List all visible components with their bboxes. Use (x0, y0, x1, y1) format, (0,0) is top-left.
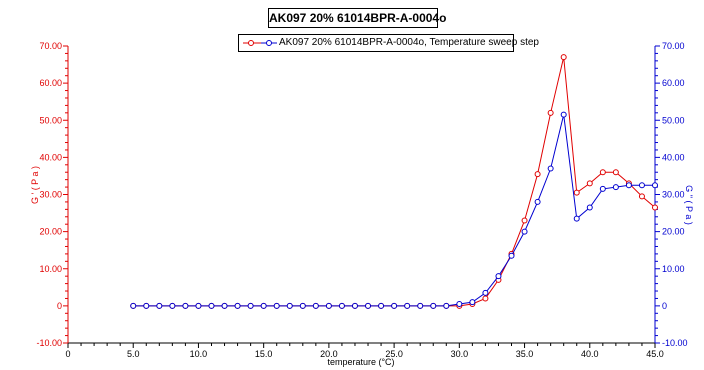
data-point (325, 302, 332, 309)
data-point (508, 252, 515, 259)
data-point (130, 302, 137, 309)
data-point (469, 299, 476, 306)
y-right-tick-label: 30.00 (662, 190, 685, 200)
x-ticks: 0 5.0 10.0 15.0 20.0 25.0 30.0 35.0 40.0 45.0 (65, 343, 664, 359)
data-point (599, 185, 606, 192)
data-point (534, 171, 541, 178)
series-g-prime (130, 54, 658, 309)
data-point (338, 302, 345, 309)
y-ticks-left: -10.00 0 10.00 20.00 30.00 40.00 50.00 60.00 70.… (36, 41, 68, 348)
data-point (169, 302, 176, 309)
data-point (391, 302, 398, 309)
x-tick-label: 5.0 (127, 349, 140, 359)
data-point (365, 302, 372, 309)
y-right-tick-label: 40.00 (662, 152, 685, 162)
data-point (560, 54, 567, 61)
y-right-tick-label: 50.00 (662, 115, 685, 125)
x-tick-label: 10.0 (190, 349, 208, 359)
y-right-tick-label: -10.00 (662, 338, 688, 348)
y-left-tick-label: 40.00 (39, 152, 62, 162)
data-point (351, 302, 358, 309)
y-right-tick-label: 70.00 (662, 41, 685, 51)
y-left-tick-label: 50.00 (39, 115, 62, 125)
y-right-tick-label: 20.00 (662, 227, 685, 237)
y-left-tick-label: 60.00 (39, 78, 62, 88)
data-point (443, 302, 450, 309)
data-point (482, 289, 489, 296)
data-point (534, 198, 541, 205)
data-point (221, 302, 228, 309)
data-point (586, 180, 593, 187)
data-point (404, 302, 411, 309)
y-right-tick-label: 0 (662, 301, 667, 311)
data-point (638, 182, 645, 189)
x-tick-label: 0 (65, 349, 70, 359)
data-point (273, 302, 280, 309)
data-point (652, 182, 658, 189)
data-point (495, 273, 502, 280)
data-point (247, 302, 254, 309)
series-g-double-prime (130, 111, 658, 309)
y-left-tick-label: 70.00 (39, 41, 62, 51)
data-point (560, 111, 567, 118)
data-point (599, 169, 606, 176)
data-point (299, 302, 306, 309)
y-left-tick-label: 0 (57, 301, 62, 311)
legend-marker-gdouble (266, 40, 272, 46)
data-point (417, 302, 424, 309)
series-line (133, 57, 656, 307)
data-point (312, 302, 319, 309)
data-point (625, 182, 632, 189)
data-point (547, 165, 554, 172)
data-point (378, 302, 385, 309)
y-right-tick-label: 60.00 (662, 78, 685, 88)
data-point (456, 301, 463, 308)
y-right-tick-label: 10.00 (662, 264, 685, 274)
data-point (482, 295, 489, 302)
legend-symbols (243, 40, 277, 46)
chart-title: AK097 20% 61014BPR-A-0004o (268, 8, 446, 28)
data-point (652, 204, 658, 211)
data-point (143, 302, 150, 309)
series-group (130, 54, 658, 309)
data-point (612, 184, 619, 191)
data-point (612, 169, 619, 176)
series-line (133, 114, 655, 307)
legend: AK097 20% 61014BPR-A-0004o, Temperature … (238, 34, 539, 52)
data-point (638, 193, 645, 200)
x-tick-label: 35.0 (516, 349, 534, 359)
data-point (195, 302, 202, 309)
data-point (573, 215, 580, 222)
y-ticks-right: -10.00 0 10.00 20.00 30.00 40.00 50.00 60.00 70.… (655, 41, 688, 348)
data-point (182, 302, 189, 309)
x-tick-label: 15.0 (255, 349, 273, 359)
data-point (234, 302, 241, 309)
data-point (208, 302, 215, 309)
data-point (521, 217, 528, 224)
data-point (573, 189, 580, 196)
x-tick-label: 20.0 (320, 349, 338, 359)
legend-marker-gprime (248, 40, 254, 46)
y-axis-left-label: G ' ( P a ) (30, 166, 40, 204)
data-point (430, 302, 437, 309)
x-tick-label: 40.0 (581, 349, 599, 359)
data-point (156, 302, 163, 309)
data-point (521, 228, 528, 235)
x-tick-label: 30.0 (451, 349, 469, 359)
x-axis-label: temperature (°C) (327, 357, 394, 367)
data-point (286, 302, 293, 309)
legend-label: AK097 20% 61014BPR-A-0004o, Temperature … (279, 37, 539, 48)
y-axis-right-label: G '' ( P a ) (684, 185, 694, 225)
data-point (260, 302, 267, 309)
data-point (586, 204, 593, 211)
data-point (547, 109, 554, 116)
y-left-tick-label: 10.00 (39, 264, 62, 274)
x-tick-label: 25.0 (385, 349, 403, 359)
y-left-tick-label: 20.00 (39, 227, 62, 237)
y-left-tick-label: -10.00 (36, 338, 62, 348)
y-left-tick-label: 30.00 (39, 190, 62, 200)
x-tick-label: 45.0 (646, 349, 664, 359)
